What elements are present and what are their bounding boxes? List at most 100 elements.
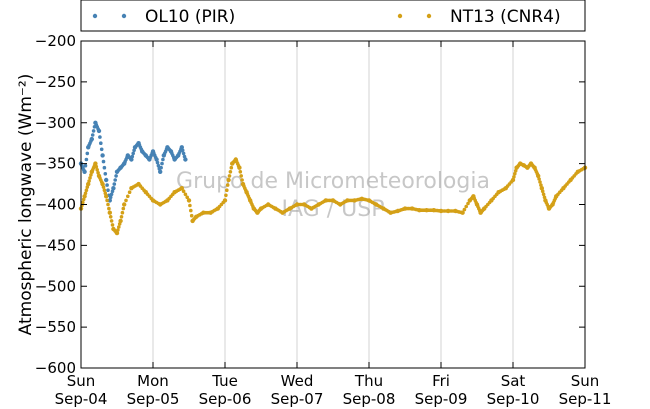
- data-point: [114, 230, 120, 236]
- legend-label: NT13 (CNR4): [450, 7, 561, 27]
- data-point: [510, 177, 516, 183]
- data-point: [84, 188, 89, 192]
- data-point: [538, 180, 542, 184]
- data-point: [117, 225, 121, 229]
- data-point: [466, 201, 470, 206]
- legend-label: OL10 (PIR): [145, 7, 235, 27]
- data-point: [108, 195, 113, 200]
- data-point: [541, 192, 546, 197]
- data-point: [89, 136, 95, 142]
- data-point: [106, 202, 110, 207]
- data-point: [109, 219, 114, 223]
- data-point: [188, 203, 192, 208]
- data-point: [537, 177, 541, 181]
- x-tick-label-day: Mon: [137, 372, 169, 390]
- data-point: [101, 185, 106, 189]
- data-point: [536, 173, 541, 179]
- x-tick-label-day: Tue: [211, 372, 238, 390]
- data-point: [540, 189, 545, 193]
- legend-marker: [121, 13, 127, 19]
- data-point: [185, 195, 189, 200]
- data-point: [161, 157, 165, 162]
- data-point: [464, 204, 469, 209]
- x-tick-label-day: Sat: [501, 372, 526, 390]
- data-point: [131, 151, 135, 156]
- data-point: [513, 172, 517, 176]
- data-point: [109, 192, 114, 197]
- data-point: [83, 163, 88, 168]
- data-point: [107, 210, 113, 215]
- data-point: [94, 164, 99, 169]
- y-tick-label: −500: [35, 277, 76, 295]
- data-point: [107, 206, 111, 211]
- data-point: [93, 161, 98, 166]
- data-point: [118, 218, 123, 224]
- data-point: [99, 147, 104, 152]
- data-point: [105, 198, 109, 203]
- axis-ticks: −200−250−300−350−400−450−500−550−600SunS…: [35, 32, 612, 408]
- y-tick-label: −200: [35, 32, 76, 50]
- data-point: [83, 191, 88, 196]
- data-point: [158, 169, 163, 174]
- legend: OL10 (PIR) NT13 (CNR4): [80, 0, 586, 32]
- data-point: [180, 148, 185, 153]
- data-point: [82, 169, 87, 174]
- data-point: [227, 174, 232, 178]
- x-tick-label-date: Sep-06: [199, 390, 252, 408]
- data-point: [121, 206, 126, 211]
- x-tick-label-day: Wed: [281, 372, 314, 390]
- x-tick-label-date: Sep-07: [271, 390, 324, 408]
- data-point: [539, 183, 543, 187]
- data-point: [105, 183, 109, 187]
- data-point: [226, 177, 231, 183]
- data-point: [102, 165, 107, 170]
- data-point: [81, 197, 86, 202]
- data-point: [186, 198, 192, 203]
- x-tick-label-date: Sep-09: [415, 390, 468, 408]
- data-point: [88, 176, 92, 180]
- data-point: [126, 194, 130, 199]
- data-point: [130, 154, 135, 159]
- data-point: [87, 179, 91, 183]
- y-tick-label: −250: [35, 73, 76, 91]
- x-tick-label-day: Sun: [571, 372, 600, 390]
- data-point: [101, 159, 106, 164]
- data-point: [181, 189, 186, 193]
- x-tick-label-date: Sep-04: [55, 390, 108, 408]
- data-point: [239, 174, 243, 178]
- data-point: [98, 135, 102, 139]
- legend-marker: [397, 13, 403, 19]
- data-point: [119, 215, 124, 219]
- data-point: [122, 202, 127, 207]
- data-point: [154, 157, 159, 162]
- data-point: [222, 198, 228, 203]
- data-point: [106, 188, 110, 192]
- series-1: [78, 120, 188, 203]
- series-2: [78, 157, 588, 236]
- x-tick-label-day: Thu: [354, 372, 383, 390]
- data-point: [91, 129, 96, 133]
- y-tick-label: −300: [35, 114, 76, 132]
- y-axis-label: Atmospheric longwave (Wm⁻²): [16, 74, 36, 336]
- y-tick-label: −350: [35, 155, 76, 173]
- data-point: [156, 163, 161, 168]
- data-point: [84, 157, 89, 162]
- y-tick-label: −550: [35, 318, 76, 336]
- data-point: [225, 188, 229, 192]
- data-series: [78, 120, 588, 236]
- data-point: [240, 178, 244, 182]
- x-tick-label-date: Sep-08: [343, 390, 396, 408]
- data-point: [129, 157, 134, 162]
- data-point: [179, 186, 184, 191]
- data-point: [159, 165, 163, 170]
- data-point: [104, 177, 109, 183]
- legend-marker: [92, 13, 98, 19]
- data-point: [90, 133, 95, 137]
- data-point: [183, 192, 188, 197]
- data-point: [116, 228, 120, 232]
- data-point: [238, 170, 243, 174]
- data-point: [102, 188, 107, 192]
- legend-box: [80, 0, 586, 32]
- data-point: [108, 215, 113, 219]
